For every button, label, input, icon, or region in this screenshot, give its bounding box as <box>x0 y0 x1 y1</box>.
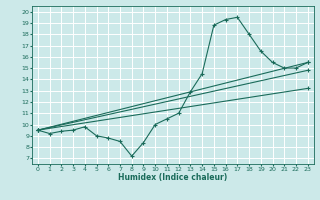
X-axis label: Humidex (Indice chaleur): Humidex (Indice chaleur) <box>118 173 228 182</box>
